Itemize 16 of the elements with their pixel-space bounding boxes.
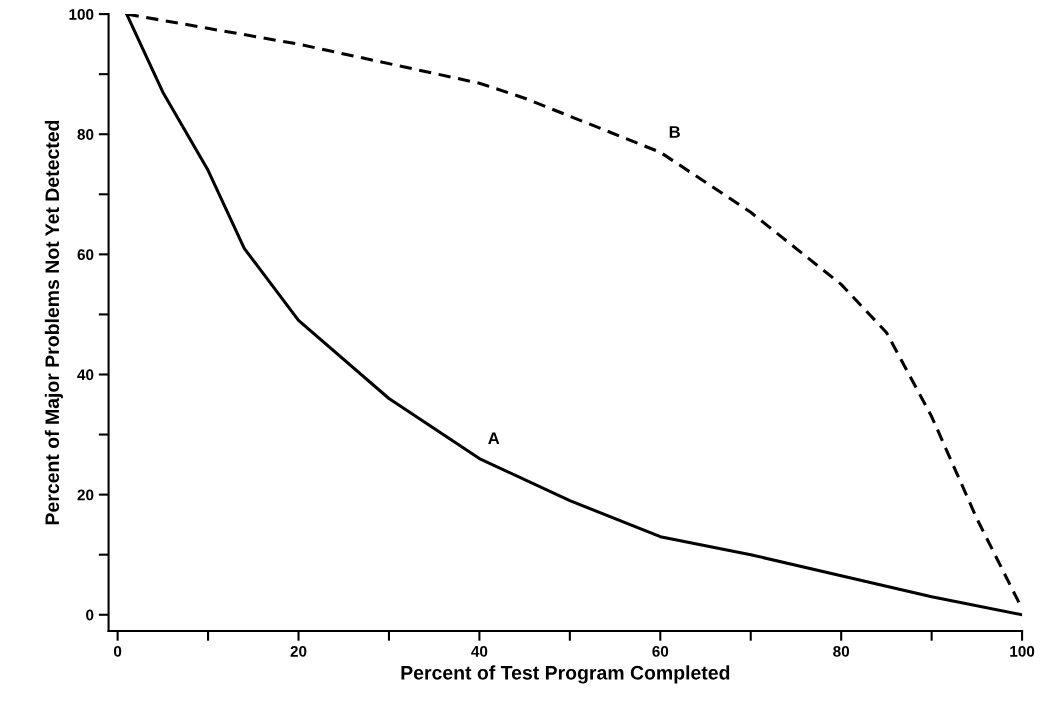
y-tick-label: 0 [86, 609, 94, 621]
x-tick-label: 0 [113, 645, 122, 657]
y-tick-label: 60 [77, 249, 94, 261]
x-axis-title: Percent of Test Program Completed [401, 665, 730, 684]
x-tick-label: 80 [833, 645, 850, 657]
x-tick-label: 40 [471, 645, 488, 657]
x-tick-label: 60 [652, 645, 669, 657]
y-tick-label: 20 [77, 489, 94, 501]
x-tick-label: 20 [290, 645, 307, 657]
y-tick-label: 40 [77, 369, 94, 381]
series-label: A [488, 432, 500, 445]
y-tick-label: 80 [77, 129, 94, 140]
y-axis-title: Percent of Major Problems Not Yet Detected [44, 120, 63, 525]
x-tick-label: 100 [1010, 645, 1035, 657]
y-tick-label: 100 [69, 8, 94, 20]
series-label: B [669, 126, 680, 138]
